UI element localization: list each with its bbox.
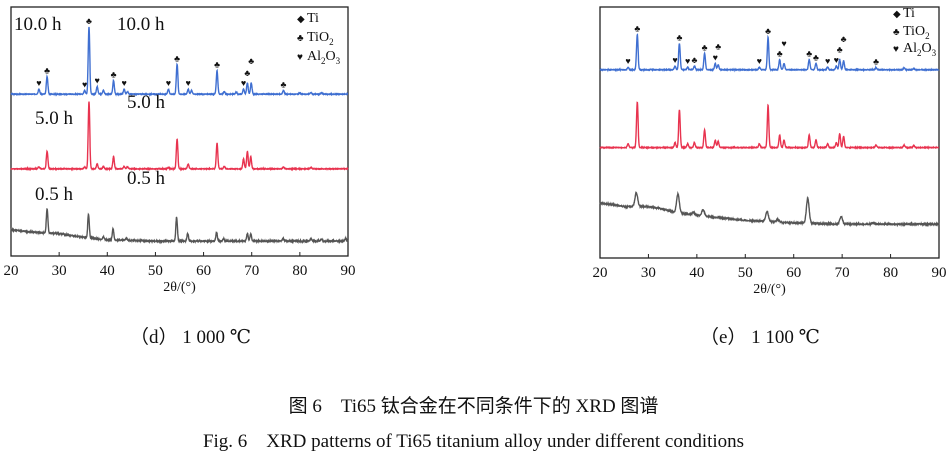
legend-label: Al2O3 [903, 41, 937, 58]
club-marker-icon: ♣ [777, 49, 783, 59]
x-tick-label: 20 [4, 263, 19, 279]
x-tick-label: 30 [52, 263, 67, 279]
legend-diamond-icon: ◆ [297, 14, 305, 25]
club-marker-icon: ♣ [281, 79, 287, 89]
series-line-100h [599, 33, 940, 73]
series-line-100h [10, 26, 349, 98]
club-marker-icon: ♣ [806, 49, 812, 59]
heart-marker-icon: ♥ [685, 56, 690, 66]
plot-frame [599, 6, 940, 259]
series-line-50h [599, 101, 940, 151]
legend-club-icon: ♣ [297, 33, 304, 44]
x-tick-label: 60 [196, 263, 211, 279]
club-marker-icon: ♣ [873, 57, 879, 67]
series-label: 0.5 h [127, 168, 166, 189]
heart-marker-icon: ♥ [713, 52, 718, 62]
club-marker-icon: ♣ [765, 26, 771, 36]
heart-marker-icon: ♥ [672, 55, 677, 65]
heart-marker-icon: ♥ [36, 78, 41, 88]
club-marker-icon: ♣ [702, 42, 708, 52]
club-marker-icon: ♣ [111, 69, 117, 79]
heart-marker-icon: ♥ [834, 55, 839, 65]
club-marker-icon: ♣ [214, 59, 220, 69]
club-marker-icon: ♣ [174, 53, 180, 63]
legend-heart-icon: ♥ [893, 44, 899, 55]
heart-marker-icon: ♥ [82, 79, 87, 89]
x-tick-label: 80 [292, 263, 307, 279]
legend-label: Ti [307, 11, 319, 26]
series-label: 0.5 h [35, 184, 74, 205]
club-marker-icon: ♣ [676, 32, 682, 42]
plot-frame [10, 6, 349, 257]
heart-marker-icon: ♥ [757, 56, 762, 66]
heart-marker-icon: ♥ [185, 78, 190, 88]
x-tick-label: 50 [738, 265, 753, 281]
figure-title-cn: 图 6 Ti65 钛合金在不同条件下的 XRD 图谱 [288, 396, 659, 417]
club-marker-icon: ♣ [634, 24, 640, 34]
x-tick-label: 90 [341, 263, 356, 279]
x-axis-label: 2θ/(°) [753, 282, 786, 297]
legend-label: Al2O3 [307, 49, 341, 66]
x-tick-label: 50 [148, 263, 163, 279]
heart-marker-icon: ♥ [121, 78, 126, 88]
legend-heart-icon: ♥ [297, 52, 303, 63]
x-tick-label: 40 [689, 265, 704, 281]
club-marker-icon: ♣ [86, 16, 92, 26]
heart-marker-icon: ♥ [781, 38, 786, 48]
heart-marker-icon: ♥ [241, 78, 246, 88]
heart-marker-icon: ♥ [95, 76, 100, 86]
series-label: 5.0 h [35, 108, 74, 129]
figure-title-en: Fig. 6 XRD patterns of Ti65 titanium all… [202, 431, 745, 452]
x-tick-label: 30 [641, 265, 656, 281]
series-line-05h [599, 190, 940, 228]
panel-d-caption: （d） 1 000 ℃ [130, 327, 252, 348]
x-tick-label: 60 [786, 265, 801, 281]
series-label: 5.0 h [127, 92, 166, 113]
club-marker-icon: ♣ [841, 34, 847, 44]
legend-diamond-icon: ◆ [893, 9, 901, 20]
club-marker-icon: ♣ [691, 55, 697, 65]
club-marker-icon: ♣ [248, 56, 254, 66]
x-tick-label: 80 [883, 265, 898, 281]
heart-marker-icon: ♥ [166, 78, 171, 88]
panel-e-caption: （e） 1 100 ℃ [700, 327, 820, 348]
club-marker-icon: ♣ [837, 45, 843, 55]
legend-label: TiO2 [307, 30, 334, 47]
club-marker-icon: ♣ [813, 52, 819, 62]
legend-label: TiO2 [903, 24, 930, 41]
club-marker-icon: ♣ [44, 66, 50, 76]
series-label: 10.0 h [14, 14, 62, 35]
x-tick-label: 70 [244, 263, 259, 279]
x-tick-label: 40 [100, 263, 115, 279]
series-label: 10.0 h [117, 14, 165, 35]
club-marker-icon: ♣ [244, 68, 250, 78]
x-tick-label: 20 [593, 265, 608, 281]
club-marker-icon: ♣ [715, 42, 721, 52]
x-tick-label: 70 [835, 265, 850, 281]
heart-marker-icon: ♥ [825, 56, 830, 66]
heart-marker-icon: ♥ [625, 56, 630, 66]
series-line-05h [10, 208, 349, 245]
legend-club-icon: ♣ [893, 27, 900, 38]
legend-label: Ti [903, 6, 915, 21]
series-line-50h [10, 101, 349, 172]
x-tick-label: 90 [932, 265, 947, 281]
x-axis-label: 2θ/(°) [163, 280, 196, 295]
